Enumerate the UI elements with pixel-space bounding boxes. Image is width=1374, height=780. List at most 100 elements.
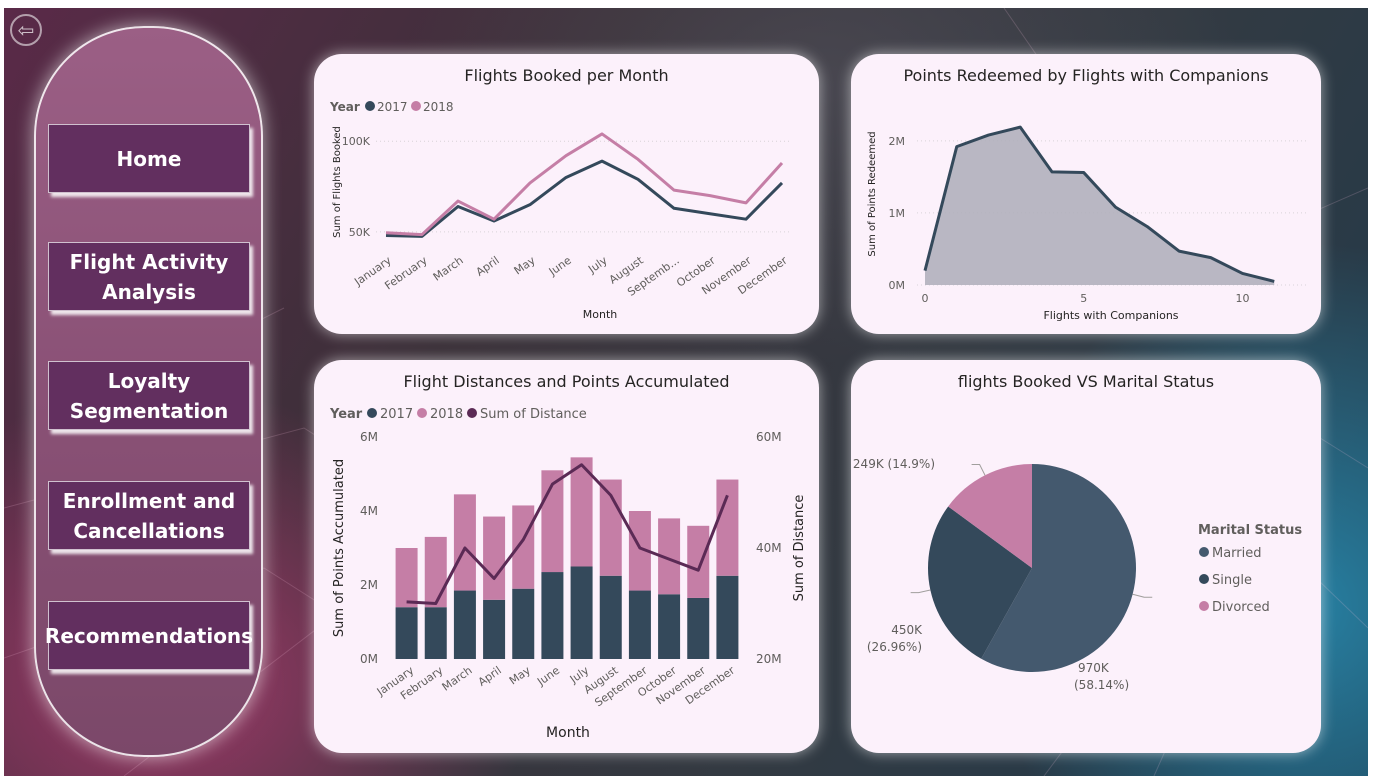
legend-marker-2018 (417, 408, 427, 418)
x-axis-label: Flights with Companions (1043, 309, 1178, 322)
x-tick-label: May (512, 254, 538, 278)
marital-status-card: flights Booked VS Marital Status 970K (58… (851, 360, 1321, 753)
enrollment-and-cancellations-button[interactable]: Enrollment and Cancellations (48, 481, 250, 550)
chart-title: Flights Booked per Month (464, 66, 669, 85)
chart-title: flights Booked VS Marital Status (957, 372, 1215, 391)
legend-label-single: Single (1212, 573, 1252, 588)
home-button[interactable]: Home (48, 124, 250, 193)
bar-2018 (716, 479, 739, 576)
bar-2018 (658, 518, 681, 595)
pie-data-label: 249K (14.9%) (853, 457, 935, 471)
distances-points-chart: Year 2017 2018 Sum of Distance 0M 2M 4M 6M 20M 40… (329, 407, 807, 741)
pie-slice-married (981, 464, 1136, 672)
legend-label-2018: 2018 (423, 100, 454, 114)
bar-2018 (395, 548, 418, 608)
x-tick-label: 10 (1236, 292, 1250, 305)
pie-data-label-pct: (58.14%) (1074, 678, 1129, 692)
bar-2018 (453, 494, 476, 591)
flights-per-month-card: Flights Booked per Month Year 2017 2018 50K… (314, 54, 819, 334)
legend-title: Marital Status (1198, 523, 1302, 538)
y-tick-label: 4M (360, 504, 378, 518)
y2-tick-label: 40M (756, 541, 782, 555)
back-arrow-icon[interactable]: ⇦ (10, 14, 42, 46)
legend-title: Year (329, 100, 360, 114)
bar-2017 (599, 575, 622, 659)
bar-2018 (483, 516, 506, 600)
x-tick-label: June (534, 664, 562, 689)
x-tick-label: May (507, 664, 533, 688)
legend-label-married: Married (1212, 546, 1262, 561)
bar-2018 (570, 457, 593, 567)
points-by-companions-card: Points Redeemed by Flights with Companio… (851, 54, 1321, 334)
marital-status-chart: 970K (58.14%) 450K (26.96%) 249K (14.9%) Mari… (853, 457, 1302, 692)
y-axis-label: Sum of Flights Booked (332, 126, 343, 238)
y-tick-label: 1M (889, 207, 906, 220)
loyalty-segmentation-button[interactable]: Loyalty Segmentation (48, 361, 250, 430)
x-tick-label: April (474, 254, 502, 279)
pie-leader-line (1132, 593, 1153, 598)
y-tick-label: 0M (360, 652, 378, 666)
y-tick-label: 100K (342, 135, 371, 148)
x-tick-label: March (431, 254, 466, 284)
legend-label-2018: 2018 (430, 407, 463, 422)
x-tick-label: April (476, 664, 504, 689)
flight-activity-analysis-button[interactable]: Flight Activity Analysis (48, 242, 250, 311)
pie-data-label: 970K (1078, 661, 1110, 675)
pie-slice-divorced (948, 464, 1032, 568)
area-fill (925, 127, 1275, 285)
x-tick-label: 5 (1080, 292, 1087, 305)
bar-2018 (512, 505, 535, 589)
distance-line (406, 463, 729, 605)
legend-title: Year (329, 407, 363, 422)
pie-data-label: 450K (891, 623, 923, 637)
distances-points-card: Flight Distances and Points Accumulated … (314, 360, 819, 753)
bar-2017 (628, 590, 651, 659)
bar-2017 (687, 597, 710, 659)
bar-2018 (424, 536, 447, 608)
y2-tick-label: 20M (756, 652, 782, 666)
x-axis-label: Month (583, 308, 618, 321)
bar-2017 (541, 572, 564, 659)
y-tick-label: 50K (349, 226, 371, 239)
bar-2017 (395, 607, 418, 659)
navigation-sidebar: Home Flight Activity Analysis Loyalty Se… (34, 26, 263, 757)
legend-label-2017: 2017 (377, 100, 408, 114)
y-tick-label: 2M (889, 135, 906, 148)
bar-2018 (687, 525, 710, 598)
legend-label-distance: Sum of Distance (480, 407, 587, 422)
bar-2017 (453, 590, 476, 659)
bar-2017 (483, 599, 506, 659)
x-tick-label: March (440, 664, 475, 694)
legend-marker-2017 (365, 101, 375, 111)
y-tick-label: 2M (360, 578, 378, 592)
legend-marker-divorced (1199, 601, 1209, 611)
x-axis-label: Month (546, 725, 590, 741)
pie-slice-single (928, 506, 1032, 659)
pie-leader-line (971, 464, 986, 476)
legend-marker-single (1199, 574, 1209, 584)
y-axis-label: Sum of Points Accumulated (332, 459, 347, 637)
series-line-2017 (385, 159, 784, 238)
y-tick-label: 6M (360, 430, 378, 444)
bar-2017 (658, 594, 681, 659)
points-by-companions-chart: 0M 1M 2M 0 5 10 Flights with Companions Sum of … (867, 125, 1306, 322)
chart-title: Flight Distances and Points Accumulated (403, 372, 730, 391)
pie-leader-line (910, 589, 931, 594)
legend-marker-distance (467, 408, 477, 418)
bar-2017 (570, 566, 593, 659)
x-tick-label: July (585, 254, 610, 277)
area-line (923, 125, 1275, 283)
y2-axis-label: Sum of Distance (792, 495, 807, 602)
pie-data-label-pct: (26.96%) (867, 640, 922, 654)
bar-2017 (716, 575, 739, 659)
recommendations-button[interactable]: Recommendations (45, 601, 253, 670)
legend-label-divorced: Divorced (1212, 600, 1270, 615)
bar-2018 (628, 511, 651, 591)
bar-2017 (424, 607, 447, 659)
x-tick-label: June (546, 254, 574, 279)
y-axis-label: Sum of Points Redeemed (867, 131, 878, 256)
x-tick-label: 0 (922, 292, 929, 305)
legend-marker-2017 (367, 408, 377, 418)
bar-2017 (512, 588, 535, 659)
